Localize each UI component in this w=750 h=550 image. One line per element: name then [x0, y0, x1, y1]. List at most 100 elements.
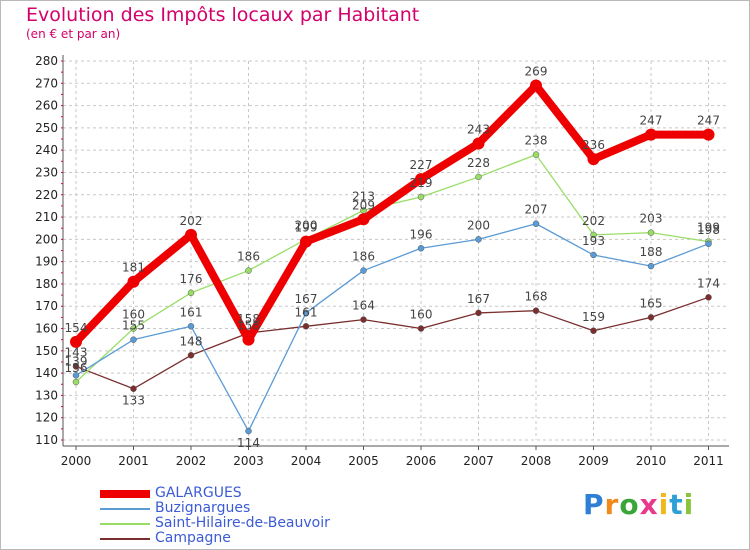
data-point: [302, 309, 310, 317]
y-tick-label: 140: [35, 366, 58, 380]
data-point: [302, 323, 310, 330]
data-label: 148: [180, 334, 203, 348]
data-label: 155: [122, 319, 145, 333]
data-label: 143: [65, 345, 88, 359]
data-point: [130, 385, 137, 392]
data-point: [187, 289, 195, 297]
x-tick-label: 2004: [291, 454, 322, 468]
data-label: 219: [410, 176, 433, 190]
legend-label: GALARGUES: [155, 485, 242, 501]
data-label: 228: [467, 156, 490, 170]
data-point: [130, 325, 137, 332]
logo-letter: o: [619, 488, 640, 521]
data-label: 181: [122, 261, 145, 275]
data-label: 213: [352, 189, 375, 203]
data-point: [130, 336, 137, 343]
data-point: [645, 128, 657, 141]
data-label: 202: [180, 214, 203, 228]
data-point: [472, 137, 485, 150]
data-label: 164: [352, 299, 375, 313]
data-label: 247: [640, 114, 663, 128]
data-point: [530, 79, 542, 92]
data-label: 160: [410, 308, 433, 322]
data-point: [587, 153, 600, 166]
data-point: [647, 314, 655, 321]
data-label: 199: [697, 221, 720, 235]
data-label: 136: [65, 361, 88, 375]
logo-letter: i: [683, 488, 695, 521]
data-label: 167: [467, 292, 490, 306]
x-tick-label: 2007: [463, 454, 494, 468]
y-tick-label: 180: [35, 277, 58, 291]
data-label: 174: [697, 276, 720, 290]
data-point: [127, 275, 140, 288]
data-point: [72, 378, 80, 386]
legend-swatch: [100, 489, 150, 498]
y-tick-label: 130: [35, 388, 58, 402]
data-point: [475, 173, 482, 181]
data-point: [70, 335, 82, 348]
y-tick-label: 110: [35, 433, 58, 447]
y-tick-label: 200: [35, 232, 58, 246]
data-label: 139: [65, 354, 88, 368]
y-tick-label: 270: [35, 76, 58, 90]
data-point: [187, 352, 195, 359]
data-label: 133: [122, 394, 145, 408]
data-label: 168: [525, 290, 548, 304]
data-label: 165: [640, 296, 663, 310]
data-label: 196: [410, 227, 433, 241]
y-tick-label: 210: [35, 210, 58, 224]
data-point: [647, 262, 655, 270]
x-tick-label: 2011: [693, 454, 724, 468]
data-point: [417, 245, 425, 252]
data-point: [532, 220, 540, 227]
x-tick-label: 2002: [176, 454, 207, 468]
data-label: 114: [237, 436, 260, 450]
y-tick-label: 150: [35, 344, 58, 358]
x-tick-label: 2000: [61, 454, 92, 468]
y-tick-label: 170: [35, 299, 58, 313]
x-tick-label: 2010: [636, 454, 667, 468]
data-label: 167: [295, 292, 318, 306]
data-point: [702, 128, 715, 141]
data-point: [417, 193, 425, 201]
data-point: [72, 363, 80, 370]
data-point: [647, 229, 655, 236]
legend-item: Buzignargues: [100, 501, 330, 516]
data-point: [590, 231, 597, 239]
y-tick-label: 260: [35, 99, 58, 113]
data-label: 247: [697, 114, 720, 128]
data-label: 186: [352, 250, 375, 264]
data-label: 161: [180, 305, 203, 319]
data-point: [590, 327, 597, 335]
legend-swatch: [100, 507, 150, 510]
data-point: [532, 307, 540, 314]
data-point: [475, 309, 482, 317]
logo-letter: x: [639, 488, 659, 521]
data-label: 243: [467, 122, 490, 136]
data-point: [417, 325, 425, 332]
x-tick-label: 2001: [118, 454, 149, 468]
x-tick-label: 2009: [578, 454, 609, 468]
data-point: [705, 294, 712, 301]
legend-item: Saint-Hilaire-de-Beauvoir: [100, 516, 330, 531]
chart-title: Evolution des Impôts locaux par Habitant: [26, 4, 420, 26]
data-point: [357, 213, 370, 226]
y-tick-label: 240: [35, 143, 58, 157]
data-point: [415, 173, 427, 186]
data-label: 159: [582, 310, 605, 324]
data-label: 236: [582, 138, 605, 152]
data-point: [72, 372, 80, 379]
logo-letter: t: [669, 488, 684, 521]
logo-letter: i: [658, 488, 670, 521]
data-label: 198: [697, 223, 720, 237]
series-line-galargues: [72, 81, 713, 346]
data-point: [187, 323, 195, 330]
data-label: 200: [295, 218, 318, 232]
logo-letter: P: [583, 488, 605, 521]
data-label: 188: [640, 245, 663, 259]
series-line-campagne: [75, 296, 710, 390]
data-label: 154: [65, 321, 88, 335]
data-label: 186: [237, 250, 260, 264]
data-point: [245, 267, 252, 274]
